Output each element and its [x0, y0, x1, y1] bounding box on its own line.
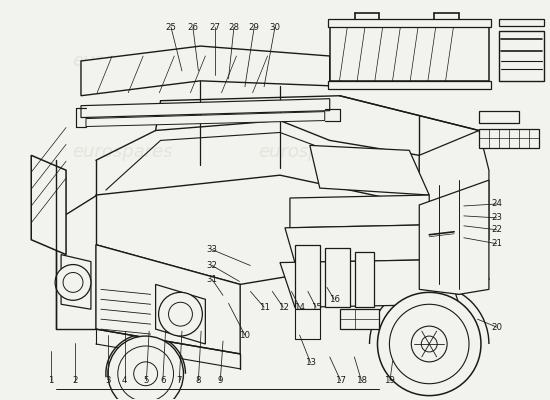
Text: 7: 7 — [177, 376, 182, 385]
Polygon shape — [419, 190, 479, 255]
Text: 16: 16 — [328, 295, 339, 304]
Text: eurospares: eurospares — [258, 143, 359, 161]
Circle shape — [421, 336, 437, 352]
Text: 20: 20 — [491, 323, 502, 332]
Text: 13: 13 — [305, 358, 316, 367]
Circle shape — [377, 292, 481, 396]
Polygon shape — [81, 99, 329, 118]
Polygon shape — [479, 128, 538, 148]
Text: 26: 26 — [188, 23, 199, 32]
Text: 15: 15 — [311, 303, 322, 312]
Text: 1: 1 — [48, 376, 53, 385]
Text: 4: 4 — [122, 376, 127, 385]
Text: 8: 8 — [196, 376, 201, 385]
Text: 3: 3 — [106, 376, 111, 385]
Circle shape — [63, 272, 83, 292]
Polygon shape — [419, 130, 489, 240]
Polygon shape — [328, 19, 491, 27]
Text: 10: 10 — [239, 330, 250, 340]
Text: 18: 18 — [356, 376, 367, 385]
Text: 27: 27 — [210, 23, 221, 32]
Circle shape — [134, 362, 158, 386]
Polygon shape — [419, 180, 489, 294]
Text: 28: 28 — [228, 23, 239, 32]
Text: 14: 14 — [294, 303, 305, 312]
Polygon shape — [324, 248, 350, 307]
Text: 33: 33 — [207, 245, 218, 254]
Text: 30: 30 — [270, 23, 280, 32]
Text: 11: 11 — [258, 303, 270, 312]
Polygon shape — [499, 31, 543, 81]
Polygon shape — [96, 245, 240, 354]
Polygon shape — [290, 195, 429, 228]
Polygon shape — [479, 111, 519, 122]
Polygon shape — [81, 46, 329, 96]
Text: 9: 9 — [218, 376, 223, 385]
Polygon shape — [280, 260, 459, 307]
Text: eurospares: eurospares — [73, 52, 173, 70]
Text: 19: 19 — [384, 376, 395, 385]
Polygon shape — [340, 309, 379, 329]
Polygon shape — [96, 175, 419, 284]
Circle shape — [55, 264, 91, 300]
Circle shape — [158, 292, 202, 336]
Circle shape — [108, 336, 184, 400]
Polygon shape — [156, 284, 205, 344]
Polygon shape — [31, 155, 66, 255]
Circle shape — [411, 326, 447, 362]
Polygon shape — [419, 240, 489, 294]
Text: 6: 6 — [160, 376, 166, 385]
Circle shape — [168, 302, 192, 326]
Text: 2: 2 — [73, 376, 78, 385]
Text: 17: 17 — [335, 376, 346, 385]
Polygon shape — [499, 19, 543, 26]
Polygon shape — [355, 252, 375, 307]
Text: 23: 23 — [491, 213, 502, 222]
Polygon shape — [295, 309, 320, 339]
Polygon shape — [285, 225, 439, 262]
Circle shape — [389, 304, 469, 384]
Polygon shape — [56, 195, 96, 329]
Text: eurospares: eurospares — [73, 143, 173, 161]
Text: 5: 5 — [144, 376, 149, 385]
Circle shape — [118, 346, 173, 400]
Polygon shape — [328, 81, 491, 89]
Text: eurospares: eurospares — [258, 52, 359, 70]
Polygon shape — [86, 112, 324, 126]
Text: 31: 31 — [207, 275, 218, 284]
Polygon shape — [61, 255, 91, 309]
Polygon shape — [329, 26, 489, 81]
Text: 21: 21 — [491, 239, 502, 248]
Text: 25: 25 — [166, 23, 177, 32]
Text: 24: 24 — [491, 200, 502, 208]
Text: 32: 32 — [207, 261, 218, 270]
Polygon shape — [295, 245, 320, 309]
Polygon shape — [310, 145, 429, 195]
Text: 12: 12 — [278, 303, 289, 312]
Text: 29: 29 — [249, 23, 260, 32]
Text: 22: 22 — [491, 225, 502, 234]
